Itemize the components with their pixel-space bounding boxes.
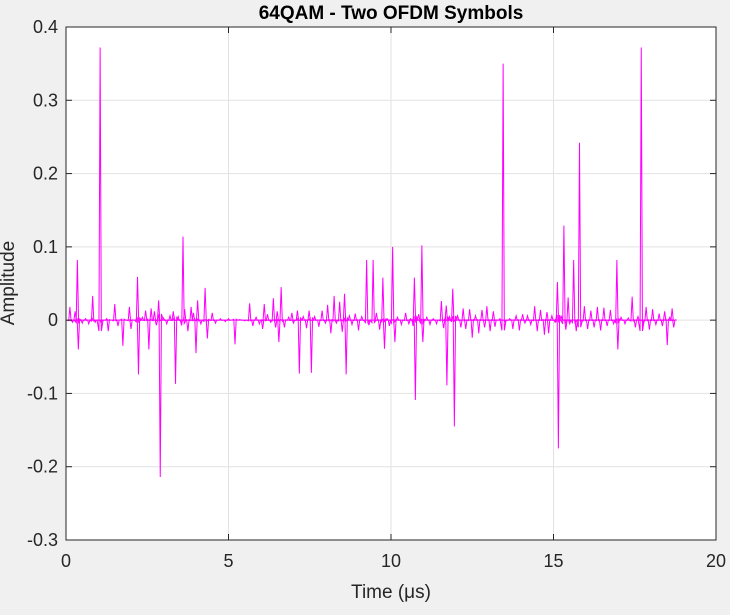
series-spike <box>342 316 350 375</box>
series-spike <box>560 225 568 325</box>
series-spike <box>389 246 397 325</box>
series-spike <box>490 311 497 322</box>
series-spike <box>433 319 440 326</box>
y-tick-label: -0.1 <box>27 383 58 403</box>
x-tick-label: 10 <box>381 551 401 571</box>
series-spike <box>519 314 526 321</box>
series-spike <box>295 316 303 374</box>
series-spike <box>204 318 211 339</box>
series-spike <box>92 319 99 324</box>
series-spike <box>537 309 544 322</box>
series-spike <box>231 318 239 345</box>
series-spike <box>614 318 622 350</box>
series-spike <box>187 306 195 322</box>
x-tick-label: 5 <box>223 551 233 571</box>
series-spike <box>305 310 313 322</box>
series-spike <box>119 318 127 346</box>
series-spike <box>259 319 266 330</box>
chart-title: 64QAM - Two OFDM Symbols <box>259 3 524 24</box>
series-spike <box>201 287 209 323</box>
series-spike <box>637 47 645 332</box>
series-spike <box>156 313 164 477</box>
series-spike <box>145 318 153 350</box>
series-spike <box>543 312 551 322</box>
series-spike <box>449 288 457 323</box>
y-tick-label: 0.4 <box>33 17 58 37</box>
tick-marks <box>65 26 717 541</box>
series-spike <box>212 319 219 325</box>
series-spike <box>411 315 419 401</box>
series-spike <box>236 318 243 321</box>
series-spike <box>369 260 377 325</box>
x-tick-label: 0 <box>61 551 71 571</box>
series-spike <box>379 277 387 323</box>
series-spike <box>192 317 200 354</box>
series-layer <box>66 47 677 477</box>
y-tick-label: 0.2 <box>33 164 58 184</box>
series-spike <box>384 317 391 321</box>
series-spike <box>241 319 248 322</box>
x-axis-label: Time (μs) <box>351 582 431 603</box>
series-spike <box>225 317 232 321</box>
series-spike <box>75 318 82 350</box>
series-spike <box>481 319 488 328</box>
series-spike <box>499 63 507 331</box>
series-spike <box>491 319 499 327</box>
series-spike <box>127 319 135 330</box>
y-axis-label: Amplitude <box>0 241 19 326</box>
x-tick-label: 15 <box>543 551 563 571</box>
series-spike <box>419 318 427 343</box>
series-spike <box>179 236 187 326</box>
y-tick-label: -0.3 <box>27 530 58 550</box>
series-spike <box>135 316 142 375</box>
series-spike <box>288 312 295 322</box>
series-spike <box>105 319 112 332</box>
series-spike <box>668 308 676 322</box>
series-spike <box>457 319 464 328</box>
series-spike <box>275 318 283 343</box>
series-spike <box>576 142 583 328</box>
series-spike <box>450 315 458 427</box>
y-tick-label: 0.1 <box>33 237 58 257</box>
series-spike <box>322 319 329 325</box>
series-spike <box>103 317 110 321</box>
y-tick-label: -0.2 <box>27 457 58 477</box>
series-spike <box>566 319 573 326</box>
x-tick-label: 20 <box>706 551 726 571</box>
series-spike <box>126 306 133 322</box>
tick-labels: 0 5 10 15 20 0.4 0.3 0.2 0.1 0 -0.1 -0.2 -0.3 <box>27 17 726 571</box>
series-spike <box>217 317 224 321</box>
y-tick-label: 0.3 <box>33 90 58 110</box>
series-spike <box>98 319 105 325</box>
series-spike <box>307 316 315 373</box>
series-spike <box>670 319 677 328</box>
series-spike <box>438 301 445 322</box>
series-spike <box>564 297 572 322</box>
y-tick-label: 0 <box>48 310 58 330</box>
series-spike <box>96 47 104 332</box>
series-spike <box>341 293 348 323</box>
series-spike <box>153 319 160 326</box>
series-spike <box>365 319 372 326</box>
series-spike <box>155 300 162 322</box>
series-spike <box>294 310 301 322</box>
series-spike <box>410 319 417 327</box>
series-spike <box>170 311 177 322</box>
